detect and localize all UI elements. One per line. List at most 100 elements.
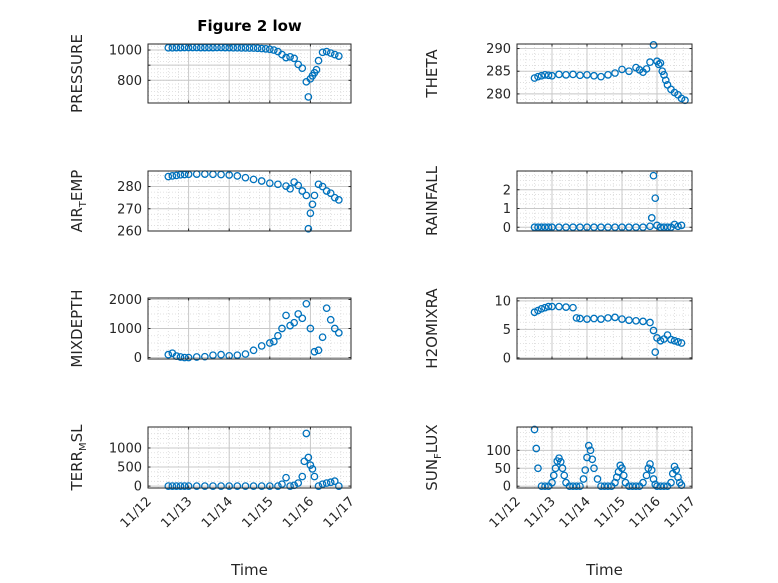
data-point — [548, 478, 556, 487]
data-point — [326, 315, 335, 324]
data-point — [282, 473, 290, 482]
data-point — [294, 310, 303, 318]
data-point — [241, 350, 250, 358]
y-tick-label: 260 — [117, 225, 142, 240]
data-point — [618, 315, 626, 323]
y-tick-label: 270 — [117, 202, 142, 217]
data-point — [265, 482, 274, 490]
data-point — [286, 482, 294, 490]
data-point — [618, 464, 626, 473]
y-tick-label: 500 — [117, 461, 142, 476]
data-point — [544, 71, 553, 80]
data-point — [209, 482, 217, 490]
y-tick-label: 0 — [503, 221, 511, 236]
data-point — [560, 471, 569, 480]
data-point — [164, 350, 173, 359]
data-point — [658, 67, 667, 76]
subplot-mixdepth: 0 1000 2000 MIXDEPTH — [68, 289, 352, 368]
data-point — [660, 482, 668, 491]
data-point — [192, 353, 201, 361]
data-point — [274, 331, 282, 340]
x-tick-label: 11/12 — [118, 494, 155, 531]
data-point — [647, 214, 656, 222]
data-point — [310, 347, 319, 356]
subplot-pressure: 800 1000 PRESSURE Figure 2 low — [68, 17, 352, 113]
data-point — [572, 482, 581, 491]
data-point — [274, 482, 282, 490]
data-point — [604, 482, 612, 491]
y-axis-label: MIXDEPTH — [68, 289, 86, 367]
data-point — [257, 177, 266, 185]
data-point — [334, 329, 343, 337]
y-tick-label: 1000 — [109, 322, 142, 337]
data-point — [322, 304, 331, 313]
y-axis-label: PRESSURE — [68, 34, 86, 113]
y-tick-label: 2000 — [109, 293, 142, 308]
data-point — [172, 482, 181, 490]
subplot-terr-msl: 0 500 1000 11/12 11/13 11/14 11/15 11/16 11/17 TE… — [68, 424, 358, 579]
axes-box — [516, 297, 693, 360]
data-point — [172, 171, 181, 180]
y-tick-label: 10 — [494, 294, 511, 309]
y-axis-label: THETA — [423, 49, 441, 99]
y-tick-label: 1 — [503, 202, 511, 217]
data-point — [579, 475, 588, 483]
data-point — [168, 172, 177, 180]
data-point — [583, 71, 591, 79]
data-point — [278, 480, 286, 489]
data-point — [590, 464, 598, 473]
data-point — [249, 482, 258, 490]
x-tick-label: 11/16 — [627, 494, 664, 531]
data-point — [572, 314, 581, 322]
data-point — [654, 60, 663, 69]
data-point — [304, 93, 313, 101]
data-point — [334, 196, 343, 204]
data-point — [541, 303, 549, 312]
data-point — [225, 482, 234, 490]
data-point — [534, 72, 542, 81]
data-point — [233, 351, 242, 360]
data-point — [576, 482, 584, 491]
data-point — [298, 314, 307, 323]
data-point — [318, 48, 327, 57]
data-point — [534, 464, 542, 473]
y-tick-label: 285 — [486, 65, 511, 80]
data-point — [290, 318, 299, 327]
y-axis-label: SUNFLUX — [423, 424, 444, 490]
data-point — [265, 45, 274, 54]
data-point — [639, 478, 647, 487]
data-point — [225, 171, 234, 179]
data-point — [322, 479, 331, 487]
data-point — [604, 71, 612, 79]
data-point — [274, 180, 282, 189]
y-tick-label: 0 — [503, 480, 511, 495]
data-point — [176, 482, 185, 490]
data-point — [265, 339, 274, 347]
data-point — [314, 346, 323, 355]
data-point — [294, 181, 303, 190]
data-point — [326, 478, 335, 487]
data-point — [611, 69, 619, 77]
subplot-rainfall: 0 1 2 RAINFALL — [423, 165, 693, 236]
subplot-theta: 280 285 290 THETA — [423, 41, 693, 105]
data-point — [330, 193, 339, 202]
data-point — [569, 303, 577, 312]
data-point — [229, 43, 238, 52]
data-point — [304, 224, 313, 233]
data-point — [586, 446, 595, 455]
data-point — [310, 472, 319, 481]
data-point — [290, 54, 299, 63]
data-point — [584, 441, 593, 450]
data-point — [541, 71, 549, 79]
data-point — [530, 74, 539, 82]
data-point — [241, 173, 250, 182]
data-point — [298, 472, 307, 481]
data-point — [265, 179, 274, 188]
y-tick-label: 1000 — [109, 441, 142, 456]
data-point — [286, 53, 294, 61]
data-point — [326, 49, 335, 57]
data-point — [549, 471, 558, 480]
data-point — [647, 466, 656, 474]
data-point — [184, 482, 193, 490]
data-point — [588, 455, 597, 464]
